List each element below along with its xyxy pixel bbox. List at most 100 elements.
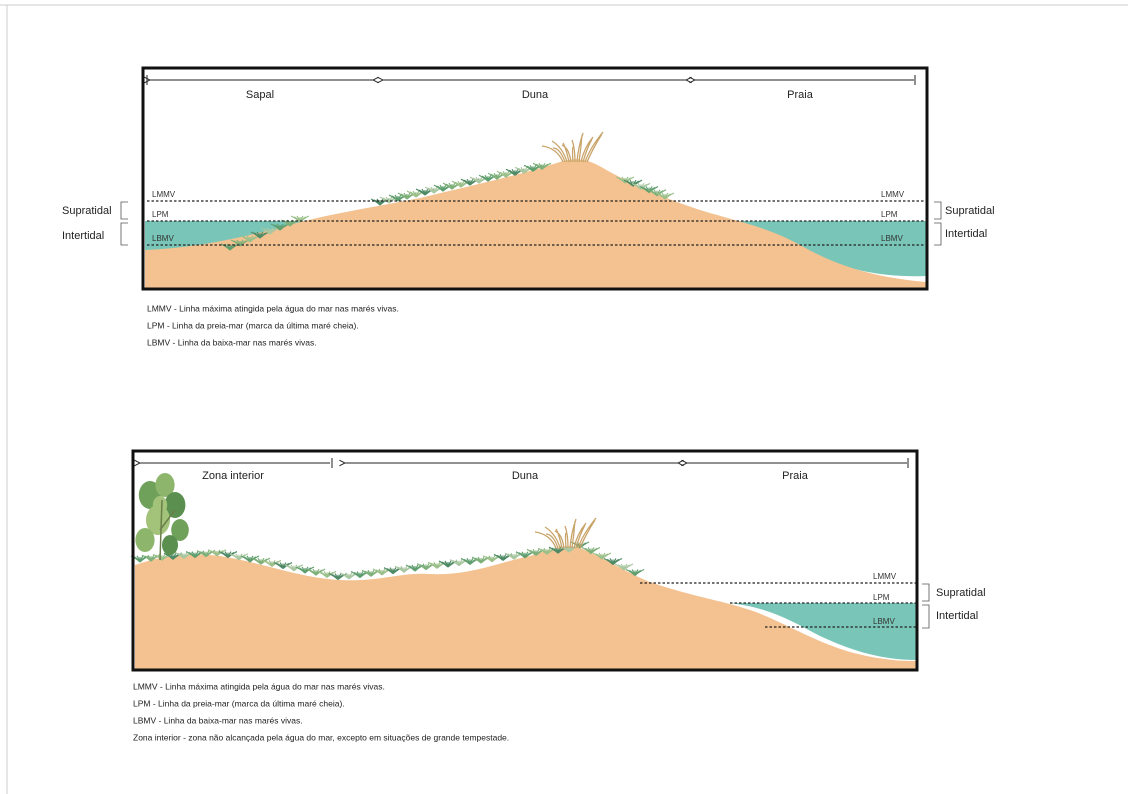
grass-tuft [469, 176, 489, 184]
grass-tuft [460, 557, 480, 565]
grass-tuft [505, 168, 525, 176]
zone-label: Praia [787, 89, 814, 101]
foliage [152, 496, 168, 514]
grass-tuft [284, 564, 304, 572]
tide-zone-label: Intertidal [936, 610, 978, 622]
legend-item: LBMV - Linha da baixa-mar nas marés viva… [147, 337, 317, 347]
tide-line-label: LBMV [881, 234, 903, 243]
diagram: Zona interior Duna Praia LMMV LPM LBMV S… [130, 449, 986, 742]
tide-zone-label: Supratidal [62, 205, 112, 217]
vegetation [220, 162, 675, 251]
grass-tuft [515, 551, 535, 559]
grass-tuft [493, 553, 513, 561]
grass-tuft [196, 550, 216, 558]
grass-tuft [260, 227, 280, 235]
sand [145, 159, 926, 289]
grass-tuft [141, 554, 161, 562]
grass-tuft [388, 194, 408, 202]
grass-tuft [339, 572, 359, 580]
grass-tuft [487, 172, 507, 180]
grass-tuft [478, 174, 498, 182]
grass-tuft [559, 545, 579, 553]
grass-tuft [405, 564, 425, 572]
grass-tuft [514, 166, 534, 174]
legend-item: LBMV - Linha da baixa-mar nas marés viva… [133, 715, 303, 725]
grass-tuft [614, 563, 634, 571]
grass-tuft [270, 223, 290, 231]
grass-tuft [280, 219, 300, 227]
vegetation [130, 541, 645, 581]
grass-tuft [229, 553, 249, 561]
grass-tuft [460, 178, 480, 186]
grass-tuft [415, 188, 435, 196]
grass-tuft [625, 568, 645, 576]
tide-line-label: LPM [881, 210, 898, 219]
diagram: Sapal Duna Praia LMMV LPM LBMV LMMV LPM … [62, 66, 995, 347]
bracket [922, 583, 930, 629]
grass-tuft [406, 190, 426, 198]
legend-item: LMMV - Linha máxima atingida pela água d… [147, 303, 399, 313]
grass-tuft [471, 556, 491, 564]
grass-tuft [207, 549, 227, 557]
grass-tuft [328, 573, 348, 581]
grass-tuft [350, 571, 370, 579]
tide-line-label: LBMV [873, 617, 895, 626]
grass-tuft [218, 551, 238, 559]
grass-tuft [361, 569, 381, 577]
grass-tuft [174, 551, 194, 559]
grass-tuft [482, 555, 502, 563]
tide-line-label: LMMV [152, 190, 176, 199]
bracket [120, 201, 128, 246]
tide-line-label: LPM [873, 593, 890, 602]
grass-tuft [504, 552, 524, 560]
grass-tuft [523, 164, 543, 172]
foliage [146, 505, 170, 535]
grass-tuft [306, 568, 326, 576]
grass-tuft [581, 546, 601, 554]
grass-tuft [383, 567, 403, 575]
grass-tuft [442, 182, 462, 190]
grass-tuft [185, 551, 205, 559]
grass-tuft [240, 555, 260, 563]
grass-tuft [372, 568, 392, 576]
grass-tuft [240, 235, 260, 243]
legend-item: Zona interior - zona não alcançada pela … [133, 732, 509, 742]
zone-label: Sapal [246, 89, 274, 101]
water [700, 221, 926, 277]
tide-line-label: LMMV [873, 572, 897, 581]
grass-tuft [438, 560, 458, 568]
grass-tuft [130, 555, 150, 563]
grass-tuft [250, 231, 270, 239]
grass-tuft [451, 180, 471, 188]
grass-tuft [251, 557, 271, 565]
grass-tuft [631, 182, 651, 190]
water [145, 221, 310, 252]
dune-grass [534, 517, 597, 549]
foliage [135, 528, 155, 552]
grass-tuft [615, 176, 635, 184]
water [730, 603, 917, 660]
grass-tuft [273, 562, 293, 570]
grass-tuft [424, 186, 444, 194]
foliage [171, 519, 189, 541]
frame [141, 66, 929, 291]
grass-tuft [379, 196, 399, 204]
grass-tuft [427, 561, 447, 569]
grass-tuft [526, 548, 546, 556]
tide-line-label: LMMV [881, 190, 905, 199]
grass-tuft [537, 547, 557, 555]
grass-tuft [603, 557, 623, 565]
legend-item: LPM - Linha da preia-mar (marca da últim… [147, 320, 359, 330]
grass-tuft [655, 192, 675, 200]
tree [135, 473, 189, 561]
grass-tuft [496, 170, 516, 178]
foliage [155, 473, 175, 497]
zone-label: Duna [522, 89, 549, 101]
grass-tuft [639, 186, 659, 194]
foliage [162, 535, 178, 555]
tide-zone-label: Intertidal [62, 230, 104, 242]
grass-tuft [433, 184, 453, 192]
grass-tuft [397, 192, 417, 200]
grass-tuft [592, 552, 612, 560]
